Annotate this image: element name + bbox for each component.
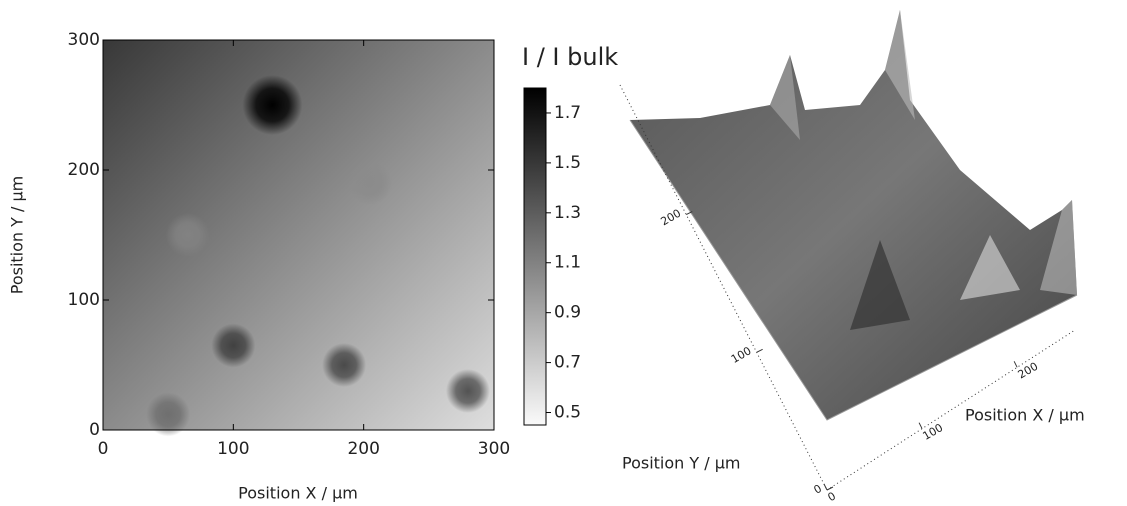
surface-peak <box>960 235 1020 300</box>
surface-peak <box>770 55 800 140</box>
colorbar <box>523 87 547 426</box>
y-axis-label: Position Y / µm <box>8 176 27 294</box>
surface-peak <box>850 240 910 330</box>
surface-x-tick <box>823 483 828 491</box>
surface-y-tick-label: 0 <box>811 482 824 497</box>
surface-x-tick-label: 100 <box>921 421 946 443</box>
spot <box>348 161 393 205</box>
colorbar-tick-label: 0.7 <box>554 353 581 373</box>
colorbar-title: I / I bulk <box>522 43 618 71</box>
surface-edge <box>629 119 1078 421</box>
x-axis-label: Position X / µm <box>238 484 358 503</box>
y-tick-label: 0 <box>89 420 100 440</box>
surface-peak <box>1040 200 1077 295</box>
surface-y-tick-label: 200 <box>659 207 684 229</box>
colorbar-tick-label: 0.5 <box>554 403 581 423</box>
surface <box>630 10 1077 420</box>
surface-x-tick-label: 0 <box>826 489 839 504</box>
surface-y-label: Position Y / µm <box>622 454 740 473</box>
x-tick-label: 0 <box>98 439 109 459</box>
y-tick-label: 300 <box>68 30 100 50</box>
surface-x-tick <box>918 422 923 429</box>
colorbar-tick-label: 1.7 <box>554 103 581 123</box>
spot <box>146 392 191 437</box>
colorbar-tick-label: 0.9 <box>554 303 581 323</box>
surface-x-tick <box>1013 361 1018 368</box>
spot <box>211 323 256 368</box>
colorbar-tick-label: 1.1 <box>554 253 581 273</box>
surface-peak <box>885 10 915 120</box>
spot <box>242 75 303 135</box>
surface-y-tick <box>686 211 693 216</box>
colorbar-tick-label: 1.3 <box>554 203 581 223</box>
surface-y-tick <box>826 486 834 491</box>
spot <box>165 213 210 257</box>
surface-x-label: Position X / µm <box>965 406 1085 425</box>
colorbar-tick-label: 1.5 <box>554 153 581 173</box>
plot-frame <box>102 39 495 431</box>
x-tick-label: 100 <box>217 439 249 459</box>
spot <box>445 369 490 413</box>
surface-y-tick-label: 100 <box>729 344 754 366</box>
spot <box>322 343 367 387</box>
x-tick-label: 300 <box>478 439 510 459</box>
y-tick-label: 100 <box>68 290 100 310</box>
surface-x-tick-label: 200 <box>1016 360 1041 382</box>
x-tick-label: 200 <box>347 439 379 459</box>
surface-y-tick <box>756 348 763 353</box>
y-tick-label: 200 <box>68 160 100 180</box>
surface-3d <box>619 10 1078 491</box>
